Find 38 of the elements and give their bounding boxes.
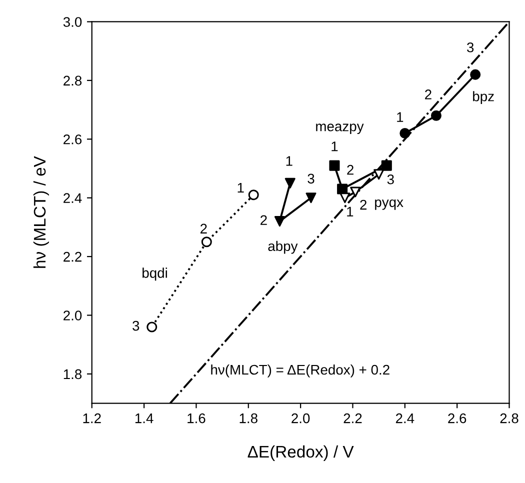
annotation: 1 bbox=[397, 112, 404, 122]
annotation: 2 bbox=[347, 164, 354, 175]
x-tick-label: 1.6 bbox=[188, 413, 206, 424]
annotation: 1 bbox=[332, 142, 338, 152]
annotation: 2 bbox=[200, 224, 207, 234]
x-tick-label: 1.8 bbox=[240, 413, 258, 424]
annotation: 3 bbox=[467, 42, 474, 52]
x-tick-label: 1.2 bbox=[83, 413, 101, 424]
y-tick-label: 1.8 bbox=[64, 369, 82, 380]
x-tick-label: 2.2 bbox=[344, 413, 362, 424]
y-tick-label: 3.0 bbox=[63, 17, 82, 27]
annotation: 1 bbox=[238, 182, 244, 192]
x-tick-label: 1.4 bbox=[135, 414, 154, 424]
annotation: abpy bbox=[268, 240, 298, 254]
annotation: 3 bbox=[132, 320, 140, 331]
x-tick-label: 2.0 bbox=[292, 413, 310, 424]
annotation: hν(MLCT) = ΔE(Redox) + 0.2 bbox=[211, 364, 390, 378]
annotation: meazpy bbox=[316, 124, 364, 134]
annotation: 2 bbox=[360, 200, 367, 210]
annotation: 2 bbox=[425, 90, 432, 100]
y-tick-label: 2.2 bbox=[64, 252, 82, 262]
annotation: bpz bbox=[473, 91, 494, 104]
annotation: bqdi bbox=[142, 268, 167, 281]
y-tick-label: 2.6 bbox=[64, 134, 82, 144]
annotation: 3 bbox=[308, 174, 314, 184]
y-tick-label: 2.4 bbox=[64, 193, 82, 203]
x-tick-label: 2.4 bbox=[396, 413, 414, 424]
annotation: 3 bbox=[387, 174, 394, 184]
y-axis-title: hν (MLCT) / eV bbox=[33, 156, 49, 268]
x-tick-label: 2.8 bbox=[500, 413, 518, 424]
x-axis-title: ΔE(Redox) / V bbox=[248, 445, 354, 461]
y-tick-label: 2.0 bbox=[64, 310, 82, 320]
annotation: pyqx bbox=[375, 199, 404, 210]
annotation: 1 bbox=[286, 156, 292, 166]
y-tick-label: 2.8 bbox=[64, 76, 82, 86]
annotation: 1 bbox=[347, 206, 354, 216]
annotation: 2 bbox=[260, 215, 267, 225]
x-tick-label: 2.6 bbox=[448, 413, 466, 424]
